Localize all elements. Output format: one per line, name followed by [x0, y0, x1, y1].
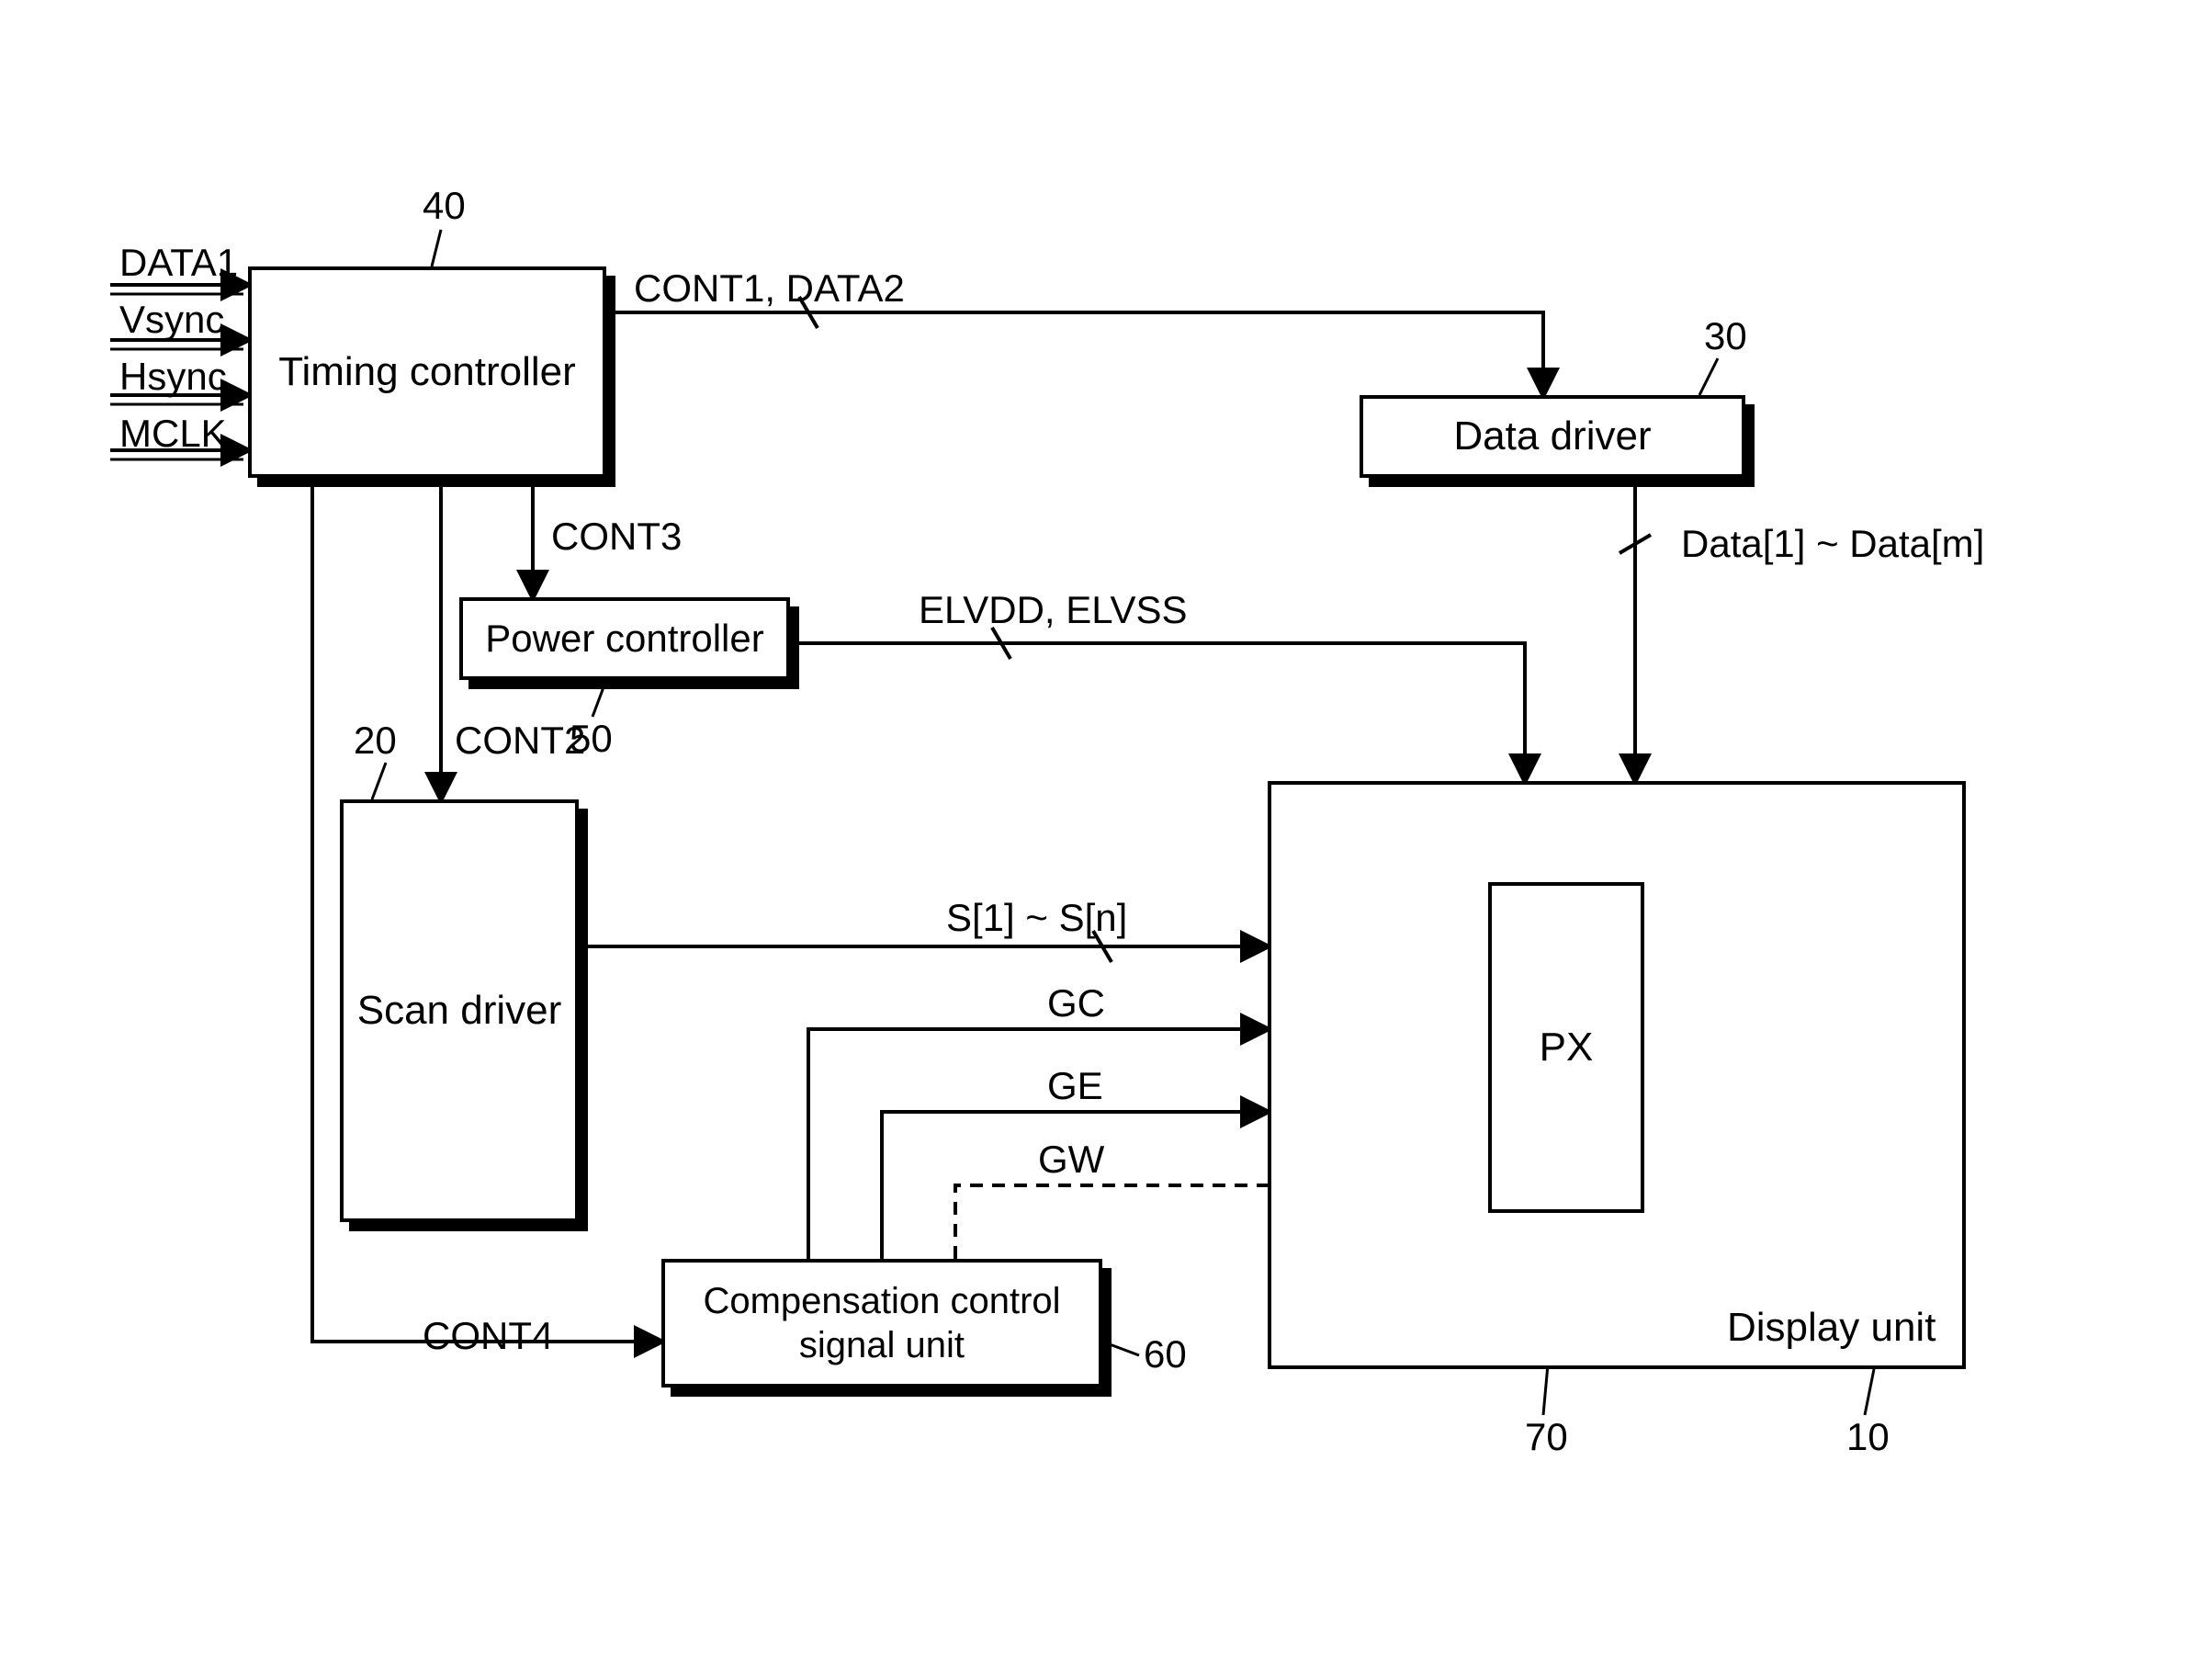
data-driver-label: Data driver [1453, 413, 1651, 459]
px-label: PX [1540, 1025, 1594, 1070]
power-controller-label: Power controller [485, 617, 763, 661]
id-70: 70 [1525, 1415, 1568, 1459]
label-elvdd: ELVDD, ELVSS [919, 588, 1188, 632]
label-mclk: MCLK [119, 412, 227, 456]
shadow [606, 276, 615, 487]
label-data1: DATA1 [119, 241, 238, 285]
shadow [1102, 1268, 1112, 1397]
label-scan-bus: S[1] ~ S[n] [946, 896, 1127, 940]
power-controller-box: Power controller [459, 597, 790, 680]
shadow [1745, 404, 1755, 487]
diagram-stage: DATA1 Vsync Hsync MCLK Timing controller… [0, 0, 2212, 1665]
display-unit-label: Display unit [1727, 1305, 1936, 1351]
tick-20 [372, 763, 386, 799]
id-10: 10 [1846, 1415, 1890, 1459]
timing-controller-box: Timing controller [248, 266, 606, 478]
px-box: PX [1488, 882, 1644, 1213]
id-60: 60 [1144, 1332, 1187, 1376]
tick-30 [1699, 358, 1718, 395]
scan-driver-label: Scan driver [357, 988, 562, 1034]
id-40: 40 [423, 184, 466, 228]
shadow [671, 1388, 1112, 1397]
label-cont3: CONT3 [551, 515, 682, 559]
edge-elvdd [790, 643, 1525, 781]
label-gc: GC [1047, 981, 1105, 1025]
data-driver-box: Data driver [1360, 395, 1745, 478]
shadow [790, 606, 799, 689]
shadow [468, 680, 799, 689]
shadow [349, 1222, 588, 1231]
shadow [579, 809, 588, 1231]
id-30: 30 [1704, 314, 1747, 358]
label-hsync: Hsync [119, 355, 227, 399]
label-vsync: Vsync [119, 298, 224, 342]
label-cont4: CONT4 [423, 1314, 553, 1358]
edge-ge [882, 1112, 1268, 1259]
label-ge: GE [1047, 1064, 1103, 1108]
tick-10 [1865, 1369, 1874, 1415]
edge-cont1-data2 [606, 312, 1543, 395]
label-gw: GW [1038, 1138, 1104, 1182]
scan-driver-box: Scan driver [340, 799, 579, 1222]
shadow [257, 478, 615, 487]
label-cont1-data2: CONT1, DATA2 [634, 266, 905, 311]
label-data-bus: Data[1] ~ Data[m] [1681, 522, 1984, 566]
id-20: 20 [354, 719, 397, 763]
comp-unit-box: Compensation control signal unit [661, 1259, 1102, 1388]
tick-40 [432, 230, 441, 266]
label-cont2: CONT2 [455, 719, 585, 763]
timing-controller-label: Timing controller [278, 349, 576, 395]
shadow [1369, 478, 1755, 487]
comp-unit-label: Compensation control signal unit [703, 1279, 1060, 1367]
